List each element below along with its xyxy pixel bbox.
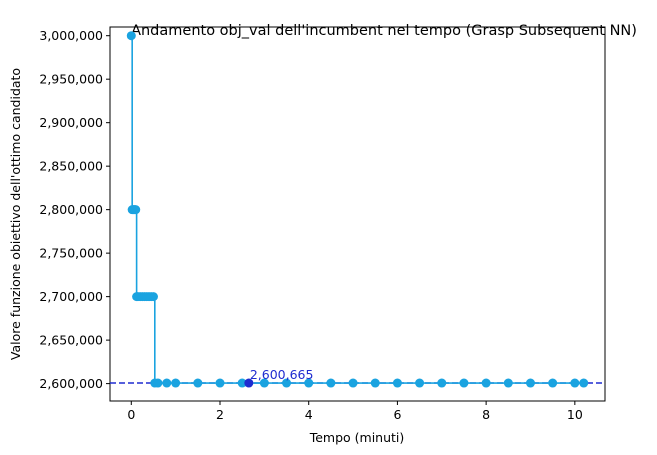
data-point bbox=[503, 378, 513, 388]
data-point bbox=[437, 378, 447, 388]
y-tick-label: 3,000,000 bbox=[39, 28, 103, 43]
data-point bbox=[215, 378, 225, 388]
y-tick-label: 2,650,000 bbox=[39, 333, 103, 348]
y-tick-label: 2,600,000 bbox=[39, 376, 103, 391]
y-tick-label: 2,900,000 bbox=[39, 115, 103, 130]
data-point bbox=[162, 378, 172, 388]
series-line bbox=[131, 34, 584, 384]
data-point bbox=[370, 378, 380, 388]
y-tick-label: 2,850,000 bbox=[39, 159, 103, 174]
x-tick-label: 4 bbox=[305, 407, 313, 422]
x-tick-label: 8 bbox=[482, 407, 490, 422]
data-point bbox=[570, 378, 580, 388]
data-point bbox=[237, 378, 247, 388]
data-point bbox=[282, 378, 292, 388]
data-point bbox=[579, 378, 589, 388]
data-point bbox=[304, 378, 314, 388]
x-axis-label: Tempo (minuti) bbox=[309, 430, 405, 445]
data-point bbox=[171, 378, 181, 388]
x-tick-label: 0 bbox=[127, 407, 135, 422]
plot-frame bbox=[109, 26, 606, 402]
data-point bbox=[148, 292, 158, 302]
x-tick-label: 2 bbox=[216, 407, 224, 422]
data-point bbox=[525, 378, 535, 388]
plot-area: 2,600,665 bbox=[109, 26, 606, 402]
x-tick-label: 10 bbox=[567, 407, 583, 422]
data-point bbox=[131, 205, 141, 215]
data-point bbox=[415, 378, 425, 388]
data-point bbox=[459, 378, 469, 388]
data-point bbox=[392, 378, 402, 388]
y-axis: 2,600,000 2,650,000 2,700,000 2,750,000 2,80… bbox=[39, 28, 110, 391]
data-point bbox=[153, 378, 163, 388]
y-tick-label: 2,800,000 bbox=[39, 202, 103, 217]
data-point bbox=[348, 378, 358, 388]
x-axis: 0 2 4 6 8 10 bbox=[127, 401, 583, 422]
data-point bbox=[259, 378, 269, 388]
y-tick-label: 2,700,000 bbox=[39, 289, 103, 304]
best-value-annotation: 2,600,665 bbox=[250, 367, 314, 382]
y-axis-label: Valore funzione obiettivo dell'ottimo ca… bbox=[8, 68, 23, 360]
data-point bbox=[126, 31, 136, 41]
best-point bbox=[244, 378, 254, 388]
data-point bbox=[193, 378, 203, 388]
y-tick-label: 2,950,000 bbox=[39, 72, 103, 87]
data-point bbox=[326, 378, 336, 388]
chart-title: Andamento obj_val dell'incumbent nel tem… bbox=[131, 23, 637, 39]
data-point bbox=[548, 378, 558, 388]
data-point bbox=[481, 378, 491, 388]
y-tick-label: 2,750,000 bbox=[39, 246, 103, 261]
x-tick-label: 6 bbox=[393, 407, 401, 422]
